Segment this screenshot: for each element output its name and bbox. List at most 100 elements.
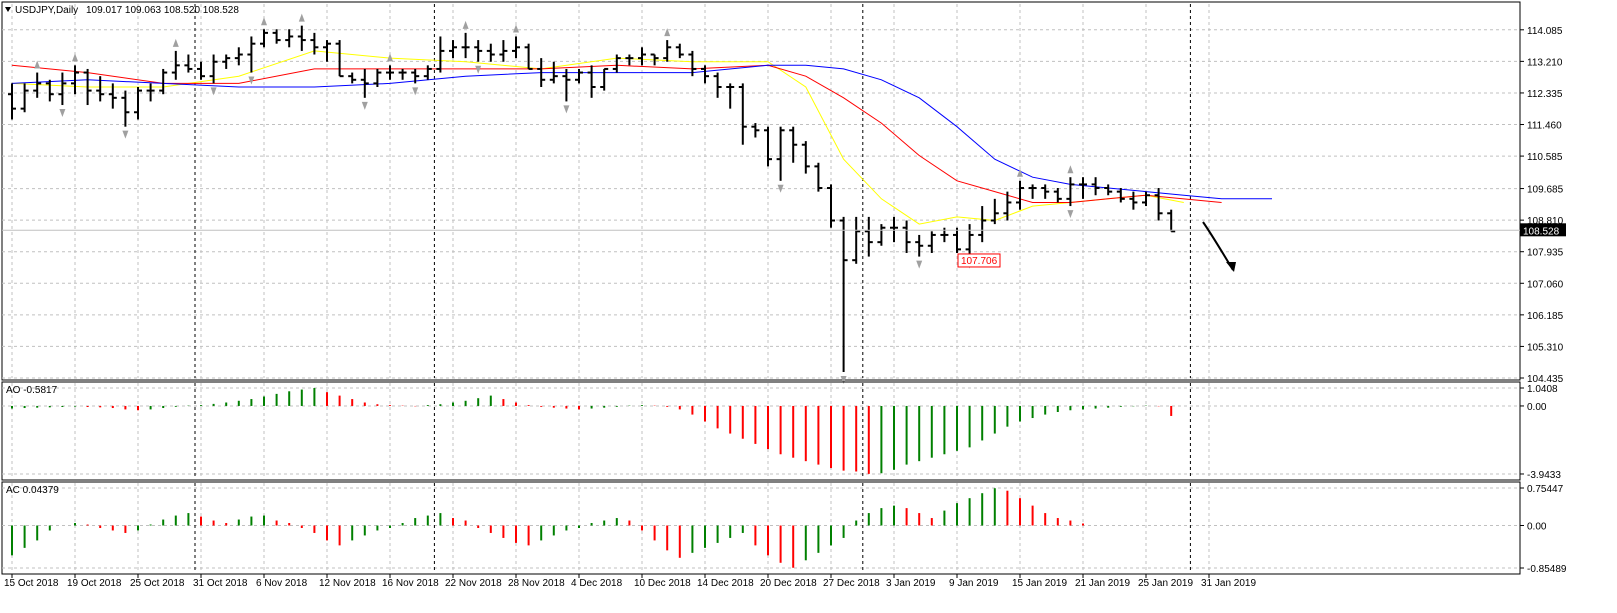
ohlc-bar (688, 50, 697, 77)
ohlc-bar (776, 126, 785, 181)
time-tick-label: 9 Jan 2019 (949, 578, 999, 589)
ohlc-bar (436, 36, 445, 73)
time-tick-label: 22 Nov 2018 (445, 578, 502, 589)
ohlc-bar (537, 58, 546, 87)
fractal-up-icon (664, 28, 671, 37)
ohlc-bar (1116, 188, 1125, 203)
ac-histogram (11, 488, 1084, 568)
ohlc-bar (272, 29, 281, 44)
price-tick-label: 110.585 (1527, 152, 1563, 163)
fractal-down-icon (210, 87, 217, 96)
ohlc-bar (990, 198, 999, 225)
ohlc-bar (587, 65, 596, 98)
fractal-up-icon (513, 24, 519, 33)
fractal-down-icon (59, 109, 66, 118)
time-tick-label: 28 Nov 2018 (508, 578, 565, 589)
time-tick-label: 25 Jan 2019 (1138, 578, 1193, 589)
time-tick-label: 10 Dec 2018 (634, 578, 691, 589)
fractal-down-icon (916, 260, 923, 269)
ohlc-bar (1053, 188, 1062, 203)
ohlc-bar (8, 83, 16, 120)
indicator-tick-label: -0.85489 (1527, 564, 1567, 575)
fractal-up-icon (261, 17, 267, 26)
ohlc-bar (71, 65, 79, 95)
fractal-up-icon (172, 38, 179, 47)
ohlc-bar (20, 83, 29, 113)
ohlc-bar (247, 36, 256, 73)
ohlc-bar (1091, 177, 1100, 196)
fractal-up-icon (1067, 165, 1074, 174)
ohlc-bar (1167, 209, 1176, 233)
fractal-down-icon (563, 105, 570, 114)
ao-panel-frame (1, 381, 1521, 481)
ao-grid (2, 383, 1520, 479)
price-annotations: 108.528 107.706 (2, 221, 1566, 272)
ohlc-bar (512, 36, 520, 59)
time-tick-label: 6 Nov 2018 (256, 578, 308, 589)
collapse-triangle-icon[interactable] (5, 7, 11, 12)
chart-header-symbol: USDJPY,Daily (15, 5, 78, 16)
ac-session-separators (194, 483, 1191, 573)
ohlc-bar (625, 54, 634, 66)
chart-header-ohlc: 109.017 109.063 108.520 108.528 (86, 5, 239, 16)
ac-panel[interactable]: 0.75447 0.00 -0.85489 AC 0.04379 (1, 481, 1567, 575)
ohlc-bar (764, 126, 772, 167)
ohlc-bar (852, 216, 861, 264)
ohlc-bar (222, 54, 231, 69)
ohlc-bar (1016, 180, 1024, 210)
ohlc-bar (486, 43, 495, 62)
fractal-down-icon (840, 376, 847, 385)
ohlc-bar (411, 68, 420, 84)
ac-axis-ticks: 0.75447 0.00 -0.85489 (1520, 484, 1567, 575)
ohlc-bar (701, 65, 709, 84)
price-tick-label: 112.335 (1527, 89, 1563, 100)
moving-average-line (11, 50, 1184, 225)
fractal-up-icon (72, 53, 78, 62)
ohlc-bar (524, 43, 533, 70)
time-axis: 15 Oct 2018 19 Oct 2018 25 Oct 2018 31 Oct … (4, 574, 1256, 589)
ohlc-bar (209, 54, 218, 84)
time-tick-label: 3 Jan 2019 (886, 578, 936, 589)
ohlc-bar (915, 234, 924, 257)
ohlc-bar (234, 47, 243, 66)
ohlc-bar (83, 68, 92, 106)
time-tick-label: 14 Dec 2018 (697, 578, 754, 589)
ohlc-bar (562, 68, 571, 102)
fractal-up-icon (387, 53, 393, 62)
moving-average-line (11, 64, 1272, 200)
ohlc-bar (738, 83, 747, 145)
ohlc-bar (386, 65, 394, 80)
ohlc-bar (499, 40, 508, 62)
ohlc-bar (449, 40, 457, 59)
time-tick-label: 4 Dec 2018 (571, 578, 623, 589)
time-tick-label: 31 Jan 2019 (1201, 578, 1256, 589)
price-panel[interactable]: 114.085 113.210 112.335 111.460 110.585 109.6… (1, 1, 1566, 385)
ao-panel[interactable]: 1.0408 0.00 -3.9433 AO -0.5817 (1, 381, 1561, 481)
ohlc-bar (978, 206, 987, 243)
ohlc-bar (663, 40, 672, 62)
ohlc-bar (675, 43, 684, 59)
ohlc-bar (965, 224, 974, 257)
fractal-down-icon (412, 87, 419, 96)
ao-axis-ticks: 1.0408 0.00 -3.9433 (1520, 384, 1561, 481)
fractal-down-icon (248, 76, 255, 85)
ohlc-bar (108, 83, 117, 109)
ohlc-bar (726, 83, 735, 109)
fractal-down-icon (475, 65, 482, 74)
indicator-tick-label: 1.0408 (1527, 384, 1558, 395)
session-separators (194, 4, 1191, 378)
ao-session-separators (194, 383, 1191, 479)
ohlc-bar (801, 141, 810, 174)
ohlc-bar (1129, 191, 1138, 210)
ohlc-bar (638, 47, 646, 66)
ohlc-bar (814, 162, 823, 192)
price-axis-ticks: 114.085 113.210 112.335 111.460 110.585 109.6… (1520, 26, 1564, 385)
ohlc-bar (121, 90, 130, 127)
current-price-label-bg (1520, 223, 1566, 237)
time-tick-label: 16 Nov 2018 (382, 578, 439, 589)
time-tick-label: 20 Dec 2018 (760, 578, 817, 589)
price-tick-label: 107.060 (1527, 279, 1564, 290)
ac-panel-frame (1, 481, 1521, 575)
